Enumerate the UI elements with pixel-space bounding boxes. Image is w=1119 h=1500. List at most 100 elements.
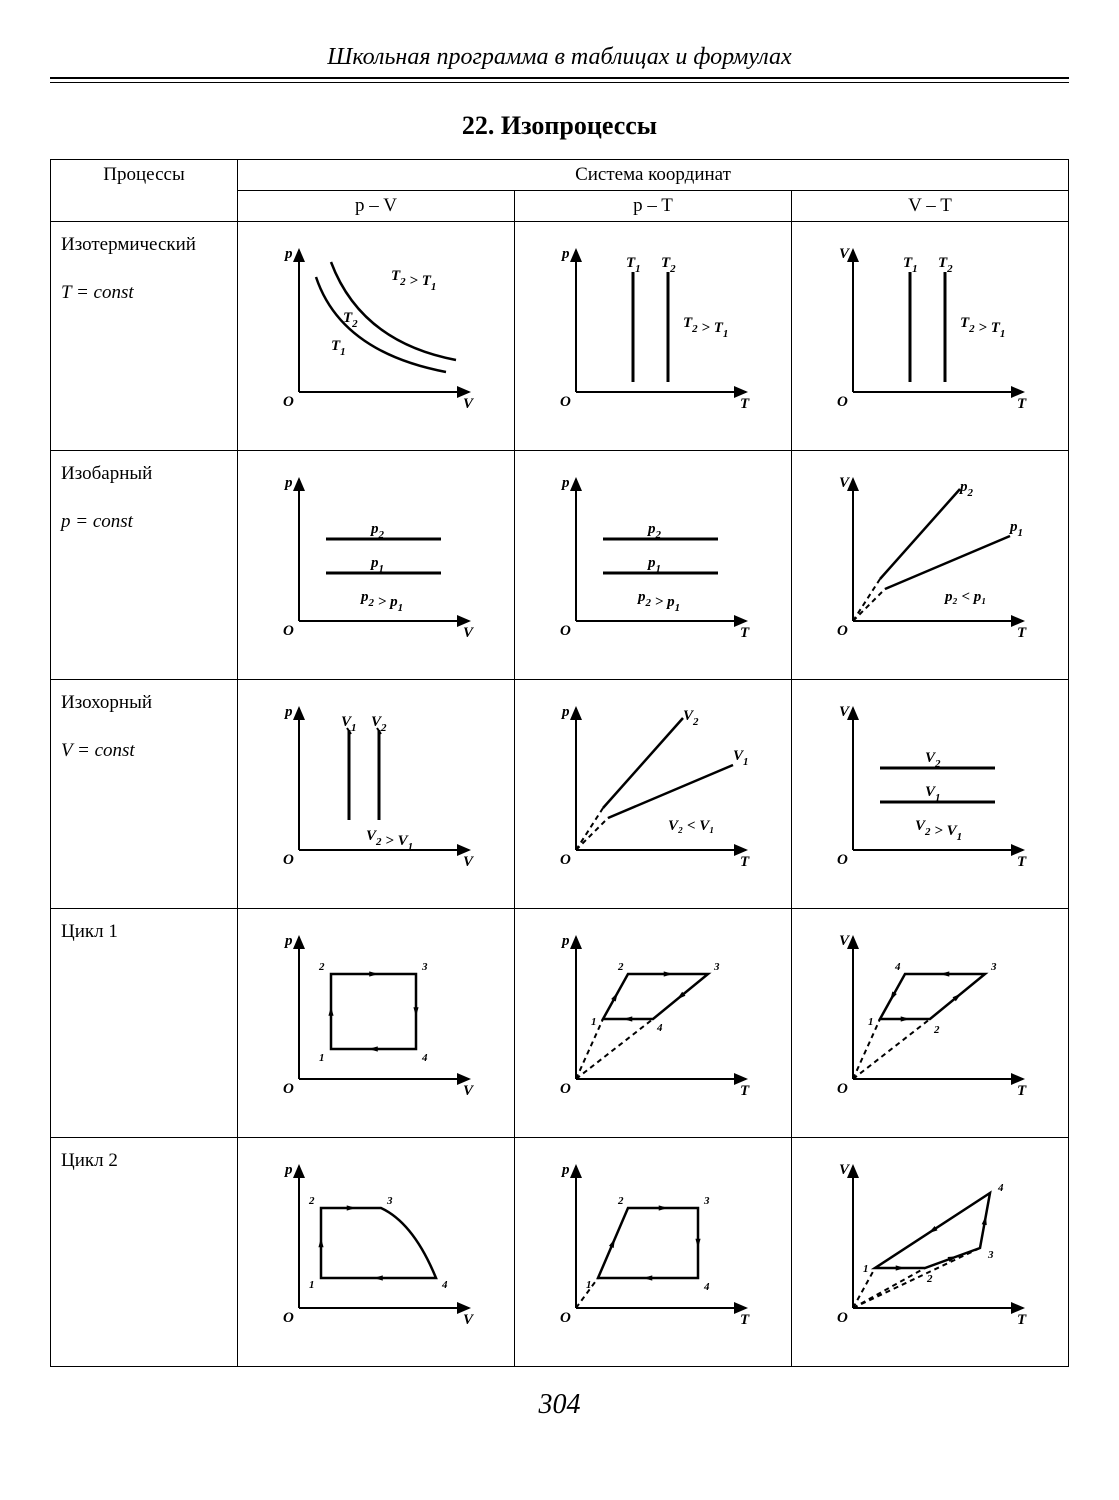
svg-text:3: 3 [987,1249,994,1261]
svg-text:p: p [560,1162,570,1178]
svg-text:T2: T2 [343,310,358,330]
chart: p T O p2p1p2 > p1 [548,461,758,641]
process-condition: V = const [61,740,227,762]
chart-cell-2-2: V T O V2V1V2 > V1 [792,680,1069,909]
chart: V T O T1T2T2 > T1 [825,232,1035,412]
svg-text:O: O [283,394,294,410]
svg-text:O: O [837,852,848,868]
svg-text:p: p [283,933,293,949]
svg-text:4: 4 [421,1052,428,1064]
svg-text:2: 2 [617,1195,624,1207]
svg-text:p₂ < p₁: p₂ < p₁ [943,589,987,605]
svg-text:4: 4 [656,1022,663,1034]
chart: p T O 1 2 3 4 [548,919,758,1099]
svg-text:T2 > T1: T2 > T1 [683,315,728,340]
row-label: Изохорный V = const [51,680,238,909]
svg-text:T2 > T1: T2 > T1 [960,315,1005,340]
svg-text:p2: p2 [958,479,974,499]
svg-text:p: p [560,933,570,949]
chart-cell-0-0: p V O T1T2T2 > T1 [238,222,515,451]
svg-text:V2: V2 [683,708,699,728]
chart-cell-0-2: V T O T1T2T2 > T1 [792,222,1069,451]
svg-text:p: p [560,246,570,262]
svg-text:p2 > p1: p2 > p1 [636,589,680,614]
svg-text:1: 1 [309,1279,315,1291]
chart: V T O V2V1V2 > V1 [825,690,1035,870]
svg-text:1: 1 [591,1016,597,1028]
svg-text:V: V [463,625,475,641]
isoprocess-table: Процессы Система координат p – V p – T V… [50,159,1069,1367]
chart-cell-4-0: p V O 1234 [238,1138,515,1367]
svg-text:T: T [1017,1312,1027,1328]
svg-text:3: 3 [990,961,997,973]
svg-text:V: V [839,933,851,949]
chart-cell-1-2: V T O p2p1p₂ < p₁ [792,451,1069,680]
svg-text:p: p [560,475,570,491]
th-col-2: V – T [792,191,1069,222]
svg-text:2: 2 [933,1024,940,1036]
svg-text:3: 3 [386,1195,393,1207]
chart: p V O 1234 [271,1148,481,1328]
th-process: Процессы [51,160,238,222]
chart-cell-0-1: p T O T1T2T2 > T1 [515,222,792,451]
svg-text:T1: T1 [331,338,346,358]
svg-text:O: O [837,623,848,639]
chart: V T O 1 2 3 4 [825,919,1035,1099]
th-coord: Система координат [238,160,1069,191]
svg-text:2: 2 [617,961,624,973]
svg-text:p: p [283,246,293,262]
chart: p V O p2p1p2 > p1 [271,461,481,641]
svg-text:O: O [560,623,571,639]
svg-text:p2 > p1: p2 > p1 [359,589,403,614]
svg-text:T: T [740,396,750,412]
svg-text:O: O [837,1310,848,1326]
svg-text:1: 1 [586,1279,592,1291]
svg-text:3: 3 [421,961,428,973]
svg-text:O: O [560,394,571,410]
svg-text:p: p [283,475,293,491]
svg-text:T: T [1017,1083,1027,1099]
svg-text:O: O [283,623,294,639]
svg-text:1: 1 [868,1016,874,1028]
process-name: Изохорный [61,692,227,714]
svg-text:O: O [560,1310,571,1326]
chart-cell-3-2: V T O 1 2 3 4 [792,909,1069,1138]
chart-cell-4-1: p T O 1234 [515,1138,792,1367]
chart-cell-3-1: p T O 1 2 3 4 [515,909,792,1138]
chart: p T O V2V1V₂ < V₁ [548,690,758,870]
svg-text:T: T [1017,854,1027,870]
svg-text:V2 > V1: V2 > V1 [915,818,962,843]
chart: p V O T1T2T2 > T1 [271,232,481,412]
svg-text:O: O [560,852,571,868]
svg-text:1: 1 [319,1052,325,1064]
svg-text:V: V [463,854,475,870]
row-label: Цикл 1 [51,909,238,1138]
svg-text:V: V [839,246,851,262]
th-col-1: p – T [515,191,792,222]
header-rule [50,77,1069,83]
svg-text:T: T [740,1083,750,1099]
svg-text:O: O [283,1310,294,1326]
svg-text:1: 1 [863,1263,869,1275]
svg-text:2: 2 [308,1195,315,1207]
svg-text:4: 4 [703,1281,710,1293]
chart: V T O p2p1p₂ < p₁ [825,461,1035,641]
svg-text:3: 3 [713,961,720,973]
page-number: 304 [50,1389,1069,1421]
svg-text:4: 4 [894,961,901,973]
chart-cell-1-0: p V O p2p1p2 > p1 [238,451,515,680]
svg-text:p1: p1 [1008,519,1023,539]
chart: V T O 1234 [825,1148,1035,1328]
process-name: Цикл 2 [61,1150,227,1172]
svg-text:O: O [837,1081,848,1097]
svg-text:T: T [1017,625,1027,641]
chart-cell-2-1: p T O V2V1V₂ < V₁ [515,680,792,909]
row-label: Изобарныйp = const [51,451,238,680]
svg-text:V: V [463,1312,475,1328]
svg-text:V: V [463,1083,475,1099]
process-name: Изотермический [61,234,227,256]
chart: p T O 1234 [548,1148,758,1328]
svg-text:O: O [560,1081,571,1097]
svg-text:T: T [1017,396,1027,412]
svg-text:O: O [837,394,848,410]
